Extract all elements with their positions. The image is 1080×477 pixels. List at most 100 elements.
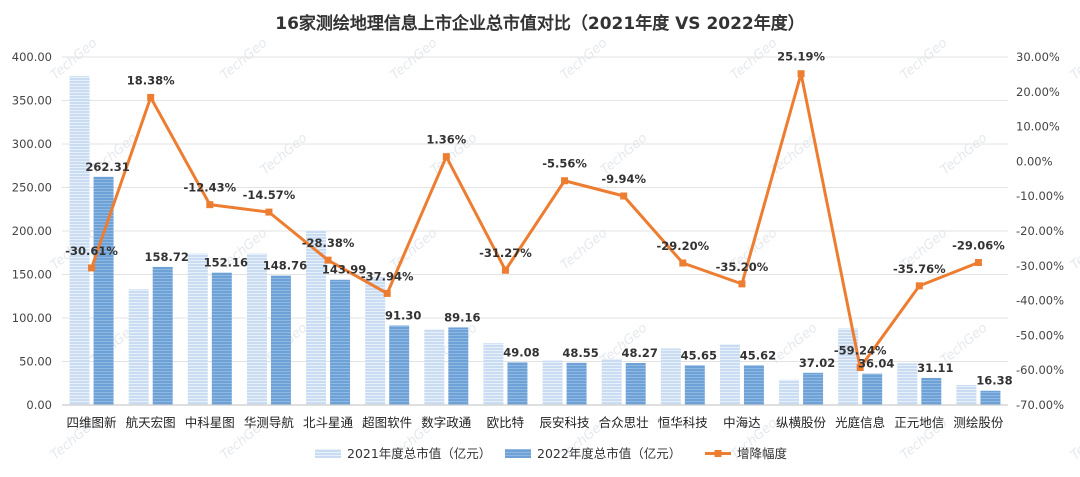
y-right-tick-label: -70.00% [1016,398,1064,412]
category-label: 航天宏图 [126,415,176,430]
category-label: 恒华科技 [658,415,709,430]
change-point [738,280,746,288]
bar-2022 [980,390,1001,405]
change-point [974,259,982,267]
change-point [620,192,628,200]
change-point-label: -31.27% [479,246,532,260]
bar-2022-value-label: 91.30 [385,309,421,323]
watermark-text: TechGeo [898,36,950,83]
y-left-tick-label: 150.00 [12,268,52,282]
category-label: 测绘股份 [953,415,1004,430]
y-left-tick-label: 250.00 [12,181,52,195]
bar-2022-value-label: 45.65 [681,348,717,362]
change-line [88,70,982,372]
bar-2021 [424,329,445,405]
legend: 2021年度总市值（亿元） 2022年度总市值（亿元） 增降幅度 [315,446,788,461]
change-point-label: -14.57% [243,188,296,202]
axes: 0.00 50.00 100.00 150.00 200.00 250.00 300.00 3… [12,50,1064,430]
bar-2022-value-label: 48.55 [562,346,598,360]
y-right-tick-label: -60.00% [1016,363,1064,377]
change-point [561,177,569,185]
change-point [383,289,391,297]
y-left-tick-label: 350.00 [12,94,52,108]
bar-2021 [956,384,977,405]
watermark-text: TechGeo [218,36,270,83]
y-right-tick-label: 10.00% [1016,120,1060,134]
bar-2022 [152,266,173,405]
legend-2022: 2022年度总市值（亿元） [505,446,681,461]
change-point-label: -30.61% [65,244,118,258]
bar-2021 [897,363,918,405]
bar-2022-value-label: 45.62 [740,348,776,362]
category-label: 北斗星通 [303,415,354,430]
category-label: 中科星图 [185,415,235,430]
watermark-text: TechGeo [48,36,100,83]
change-point-label: -59.24% [834,344,887,358]
bar-2022-value-label: 158.72 [144,250,188,264]
bar-2021 [128,289,149,405]
y-right-tick-label: -40.00% [1016,294,1064,308]
y-left-tick-label: 400.00 [12,50,52,64]
change-point-label: 18.38% [127,73,175,87]
legend-2021-swatch [315,449,341,458]
legend-change: 增降幅度 [705,446,788,461]
chart-title: 16家测绘地理信息上市企业总市值对比（2021年度 VS 2022年度） [275,13,805,34]
y-left-tick-label: 100.00 [12,311,52,325]
y-right-tick-label: -20.00% [1016,224,1064,238]
legend-2022-label: 2022年度总市值（亿元） [537,446,681,461]
category-label: 辰安科技 [540,415,591,430]
category-label: 华测导航 [244,415,295,430]
bar-2022 [270,275,291,405]
y-left-tick-label: 50.00 [19,355,52,369]
bar-2022-value-label: 49.08 [503,345,539,359]
change-point-label: -37.94% [361,269,414,283]
bar-2021 [660,348,681,405]
bar-2021 [69,76,90,405]
bar-2022-value-label: 36.04 [858,357,894,371]
change-point [265,208,273,216]
change-point-label: -5.56% [542,157,587,171]
legend-change-label: 增降幅度 [737,446,788,461]
y-right-tick-label: 30.00% [1016,50,1060,64]
category-label: 超图软件 [362,415,412,430]
y-left-tick-label: 300.00 [12,137,52,151]
y-left-tick-label: 0.00 [26,398,52,412]
bar-2021 [542,360,563,405]
bar-2022 [743,365,764,405]
watermark-text: TechGeo [558,226,610,273]
bar-2022-value-label: 31.11 [917,361,953,375]
watermark-text: TechGeo [1068,36,1080,83]
bar-2022 [862,373,883,405]
y-left-tick-label: 200.00 [12,224,52,238]
bar-2022 [921,377,942,405]
legend-2022-swatch [505,449,531,458]
bar-2021 [365,277,386,405]
y-right-tick-label: 20.00% [1016,85,1060,99]
bar-2022 [803,372,824,405]
category-label: 数字政通 [421,415,472,430]
bars [69,76,1001,405]
watermark-text: TechGeo [938,131,990,178]
change-point [679,259,687,267]
change-point [324,256,332,264]
bar-2021 [779,379,800,405]
category-label: 中海达 [723,415,761,430]
bar-2022 [211,272,232,405]
change-point-label: -29.06% [952,239,1005,253]
change-point [915,282,923,290]
change-point-label: 1.36% [426,133,466,147]
legend-2021: 2021年度总市值（亿元） [315,446,491,461]
category-label: 正元地信 [894,415,944,430]
y-right-tick-label: -50.00% [1016,328,1064,342]
category-label: 纵横股份 [776,415,827,430]
change-point-label: -29.20% [656,239,709,253]
bar-2022-value-label: 152.16 [204,256,248,270]
change-series-line [90,72,979,370]
bar-2022-value-label: 143.99 [322,263,366,277]
category-label: 光庭信息 [835,415,885,430]
bar-2022-value-label: 89.16 [444,310,480,324]
watermark-text: TechGeo [1068,416,1080,463]
legend-change-swatch-marker [714,450,722,457]
bar-2022-value-label: 37.02 [799,356,835,370]
